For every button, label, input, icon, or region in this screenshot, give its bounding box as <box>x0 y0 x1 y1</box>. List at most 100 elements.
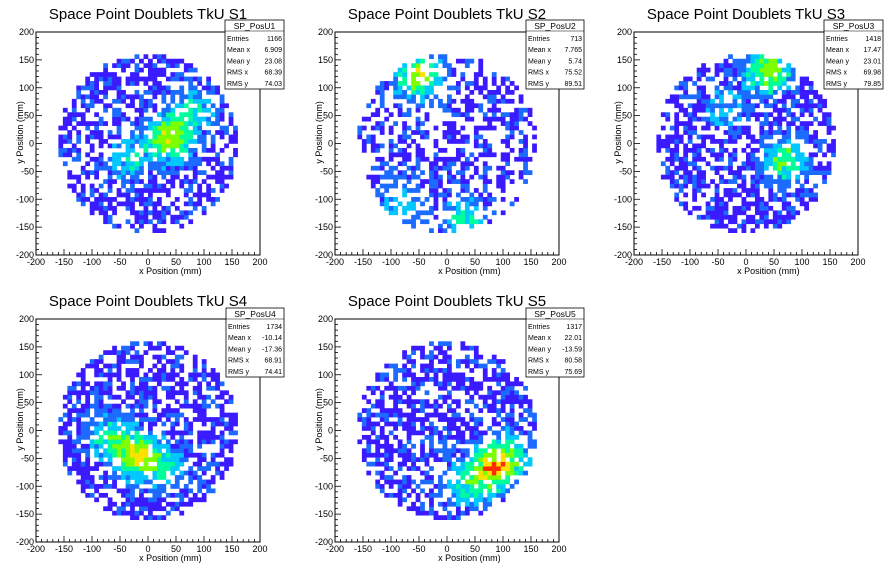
histogram-bin <box>532 147 537 153</box>
x-tick-label: 50 <box>470 257 480 267</box>
histogram-bin <box>139 170 144 176</box>
histogram-bin <box>714 152 720 158</box>
histogram-bin <box>197 475 203 480</box>
histogram-bin <box>98 210 104 216</box>
histogram-bin <box>710 116 715 122</box>
histogram-bin <box>210 452 216 458</box>
histogram-bin <box>442 501 448 507</box>
histogram-bin <box>165 134 171 140</box>
histogram-bin <box>804 98 810 104</box>
histogram-bin <box>420 156 425 162</box>
histogram-bin <box>808 170 814 176</box>
histogram-bin <box>224 174 229 180</box>
histogram-bin <box>813 139 818 144</box>
histogram-bin <box>357 130 363 135</box>
histogram-bin <box>215 130 220 135</box>
histogram-bin <box>148 506 153 512</box>
histogram-bin <box>786 214 792 220</box>
histogram-bin <box>170 72 176 77</box>
histogram-bin <box>375 143 381 149</box>
histogram-bin <box>174 72 180 77</box>
histogram-bin <box>375 470 381 476</box>
histogram-bin <box>366 174 372 180</box>
histogram-bin <box>669 170 675 176</box>
stats-label: Mean y <box>528 346 551 353</box>
histogram-bin <box>451 161 457 167</box>
histogram-bin <box>183 76 189 82</box>
histogram-bin <box>98 161 104 167</box>
histogram-bin <box>741 201 747 207</box>
histogram-bin <box>152 210 158 216</box>
histogram-bin <box>674 112 680 118</box>
histogram-bin <box>469 368 475 373</box>
histogram-bin <box>500 408 506 413</box>
histogram-bin <box>161 72 167 77</box>
histogram-bin <box>500 368 506 373</box>
histogram-bin <box>112 430 117 436</box>
histogram-bin <box>85 470 91 476</box>
histogram-bin <box>170 457 176 463</box>
histogram-bin <box>786 67 792 73</box>
histogram-bin <box>219 107 225 113</box>
histogram-bin <box>728 107 733 113</box>
histogram-bin <box>80 421 86 427</box>
histogram-bin <box>161 147 167 153</box>
histogram-bin <box>130 170 135 176</box>
histogram-bin <box>754 192 760 198</box>
histogram-bin <box>188 179 194 184</box>
histogram-bin <box>728 219 733 225</box>
histogram-bin <box>464 399 470 405</box>
histogram-bin <box>174 390 180 396</box>
histogram-bin <box>505 156 511 162</box>
histogram-bin <box>165 412 171 418</box>
histogram-bin <box>411 76 416 82</box>
histogram-bin <box>795 156 801 162</box>
histogram-bin <box>210 385 216 391</box>
histogram-bin <box>455 156 461 162</box>
histogram-bin <box>116 394 122 400</box>
histogram-bin <box>103 408 108 413</box>
histogram-bin <box>206 461 212 467</box>
histogram-bin <box>692 156 698 162</box>
histogram-bin <box>156 492 162 498</box>
histogram-bin <box>728 121 733 126</box>
histogram-bin <box>179 390 185 396</box>
histogram-bin <box>170 76 176 82</box>
histogram-bin <box>402 94 407 100</box>
histogram-bin <box>94 130 100 135</box>
histogram-bin <box>152 515 158 520</box>
stats-label: RMS y <box>227 81 249 88</box>
histogram-bin <box>366 443 372 449</box>
histogram-bin <box>701 103 706 109</box>
histogram-bin <box>737 205 742 211</box>
histogram-bin <box>420 363 425 369</box>
histogram-bin <box>85 466 91 471</box>
histogram-bin <box>424 85 430 91</box>
stats-value: 7.765 <box>564 47 582 54</box>
histogram-bin <box>161 515 167 520</box>
histogram-bin <box>750 54 756 60</box>
histogram-bin <box>527 399 533 405</box>
histogram-bin <box>763 116 769 122</box>
histogram-bin <box>500 121 506 126</box>
histogram-bin <box>451 156 457 162</box>
histogram-bin <box>469 210 475 216</box>
histogram-bin <box>464 205 470 211</box>
histogram-bin <box>795 210 801 216</box>
histogram-bin <box>523 461 528 467</box>
histogram-bin <box>80 85 86 91</box>
y-tick-label: 150 <box>318 342 333 352</box>
histogram-bin <box>683 121 689 126</box>
histogram-bin <box>420 470 425 476</box>
histogram-bin <box>121 506 126 512</box>
histogram-bin <box>179 121 185 126</box>
histogram-bin <box>487 484 493 489</box>
histogram-bin <box>455 403 461 409</box>
histogram-bin <box>509 399 515 405</box>
histogram-bin <box>121 434 126 440</box>
histogram-bin <box>170 390 176 396</box>
histogram-bin <box>375 399 381 405</box>
histogram-bin <box>464 376 470 382</box>
histogram-bin <box>161 112 167 118</box>
histogram-bin <box>397 421 403 427</box>
